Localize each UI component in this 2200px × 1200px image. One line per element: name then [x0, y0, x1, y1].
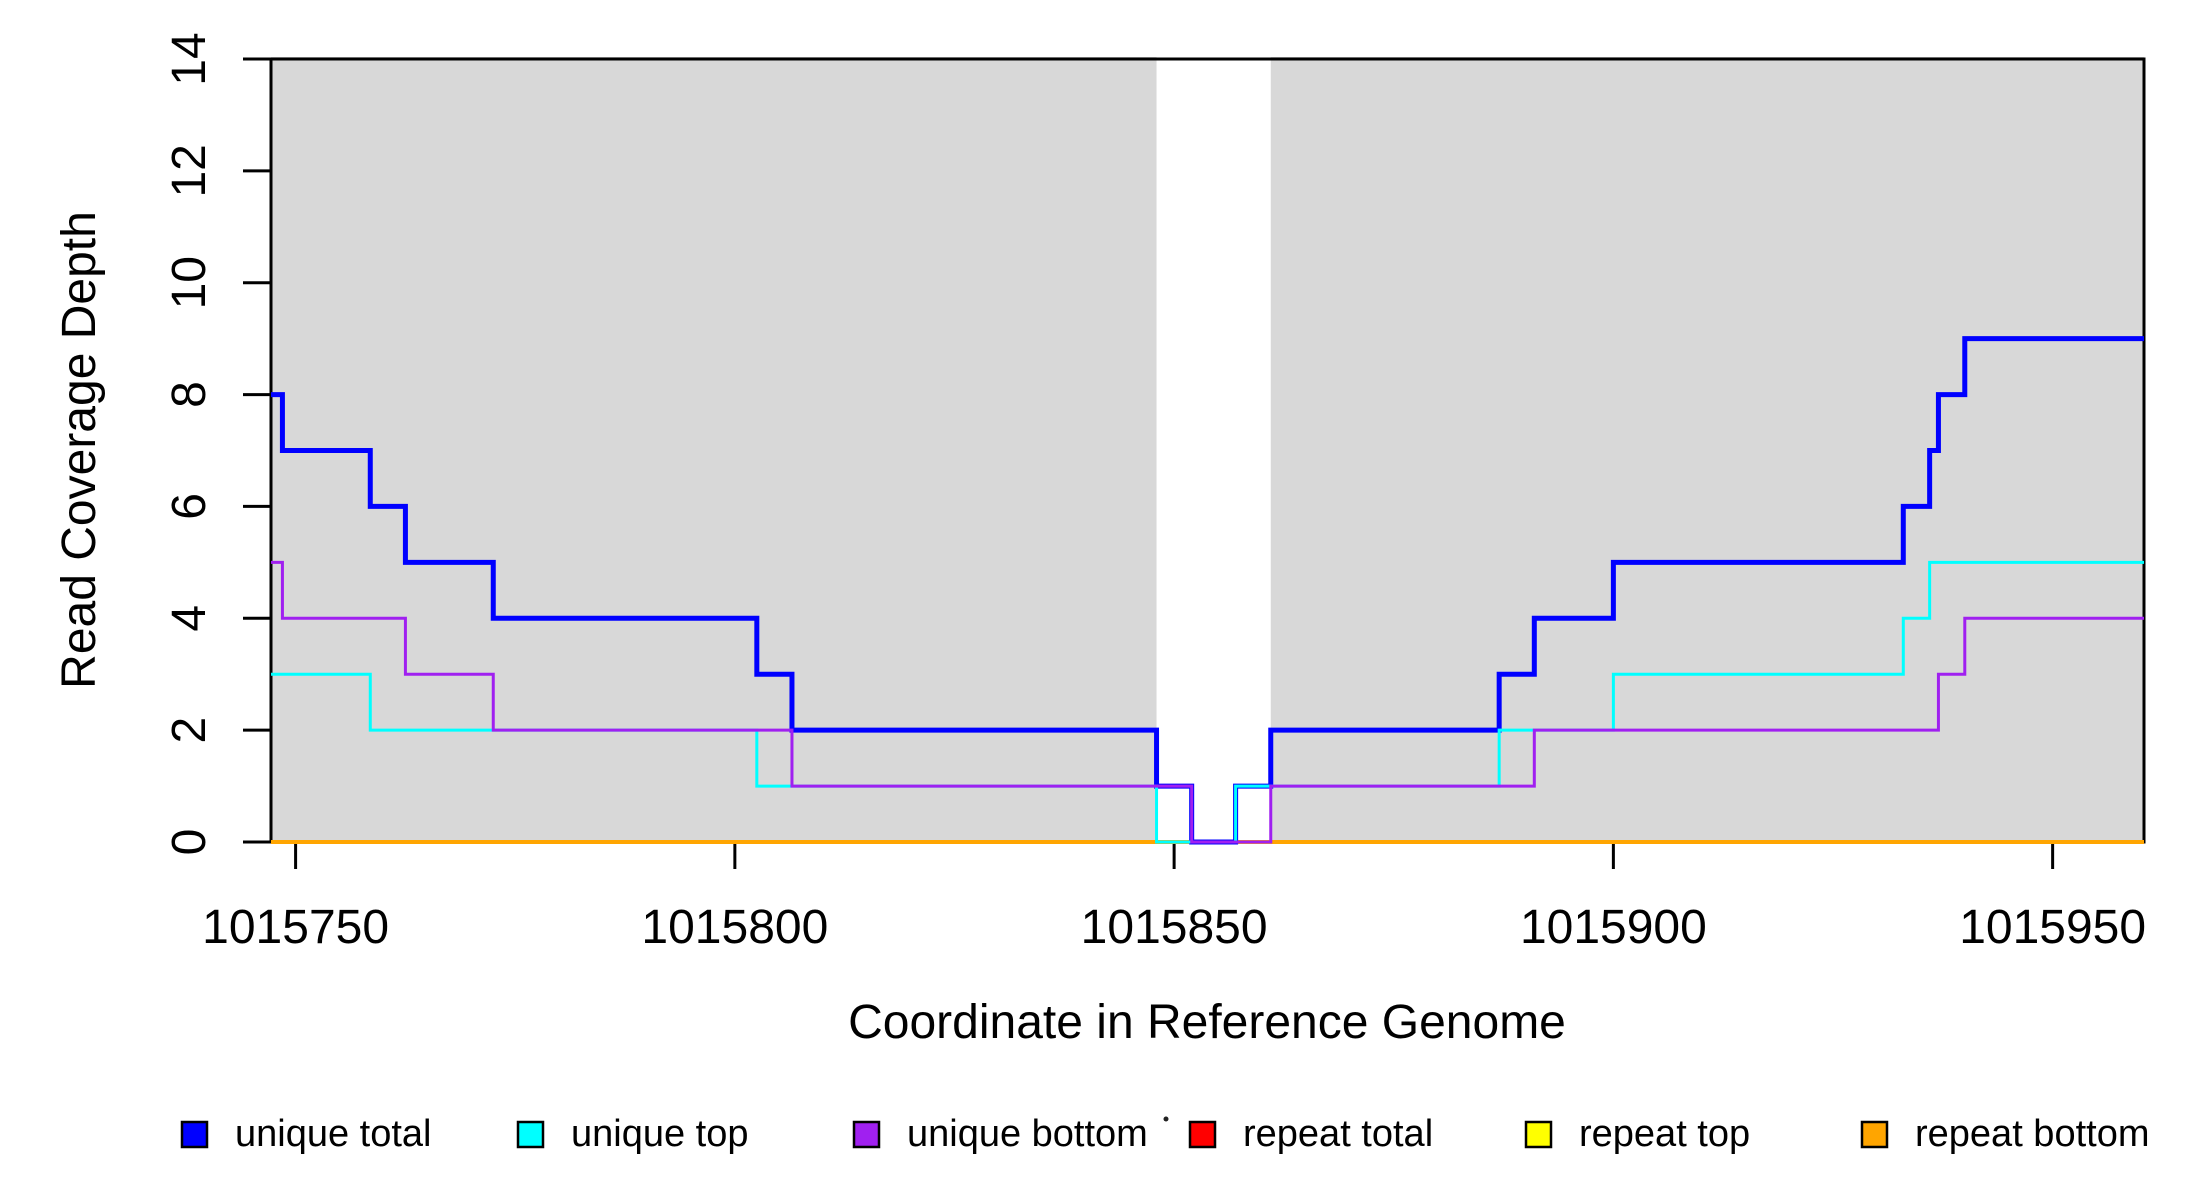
x-axis: 1015750 1015800 1015850 1015900 1015950 — [202, 842, 2146, 954]
x-tick-label: 1015850 — [1081, 901, 1268, 954]
unique-top-swatch-icon — [516, 1120, 545, 1149]
y-tick-label: 6 — [163, 493, 216, 520]
y-axis: 0 2 4 6 8 10 12 14 — [163, 32, 271, 855]
y-tick-label: 14 — [163, 32, 216, 85]
legend-item-repeat-total: repeat total — [1188, 1113, 1433, 1155]
repeat-bottom-swatch-icon — [1860, 1120, 1889, 1149]
y-tick-label: 10 — [163, 256, 216, 309]
legend-label: repeat top — [1579, 1113, 1750, 1155]
legend-item-repeat-bottom: repeat bottom — [1860, 1113, 2149, 1155]
legend-item-unique-total: unique total — [180, 1113, 432, 1155]
y-tick-label: 0 — [163, 829, 216, 856]
y-tick-label: 2 — [163, 717, 216, 744]
legend-item-unique-top: unique top — [516, 1113, 749, 1155]
legend: unique total unique top unique bottom re… — [180, 1113, 2149, 1155]
legend-item-repeat-top: repeat top — [1524, 1113, 1750, 1155]
x-tick-label: 1015750 — [202, 901, 389, 954]
legend-label: repeat total — [1243, 1113, 1433, 1155]
y-tick-label: 12 — [163, 144, 216, 197]
legend-label: unique total — [235, 1113, 432, 1155]
stray-dot — [1163, 1116, 1169, 1122]
legend-label: repeat bottom — [1915, 1113, 2149, 1155]
x-axis-title: Coordinate in Reference Genome — [848, 996, 1566, 1049]
y-axis-title: Read Coverage Depth — [53, 211, 106, 689]
shaded-region — [271, 57, 1157, 842]
series-line-unique-bottom — [271, 560, 2144, 844]
unique-bottom-swatch-icon — [852, 1120, 881, 1149]
unique-total-swatch-icon — [180, 1120, 209, 1149]
y-tick-label: 4 — [163, 605, 216, 632]
legend-item-unique-bottom: unique bottom — [852, 1113, 1148, 1155]
repeat-total-swatch-icon — [1188, 1120, 1217, 1149]
y-tick-label: 8 — [163, 381, 216, 408]
x-tick-label: 1015950 — [1959, 901, 2146, 954]
x-tick-label: 1015900 — [1520, 901, 1707, 954]
shaded-regions — [271, 57, 2144, 842]
legend-label: unique bottom — [907, 1113, 1148, 1155]
legend-label: unique top — [571, 1113, 749, 1155]
shaded-region — [1270, 57, 2144, 842]
x-tick-label: 1015800 — [641, 901, 828, 954]
series-lines — [271, 336, 2144, 845]
repeat-top-swatch-icon — [1524, 1120, 1553, 1149]
